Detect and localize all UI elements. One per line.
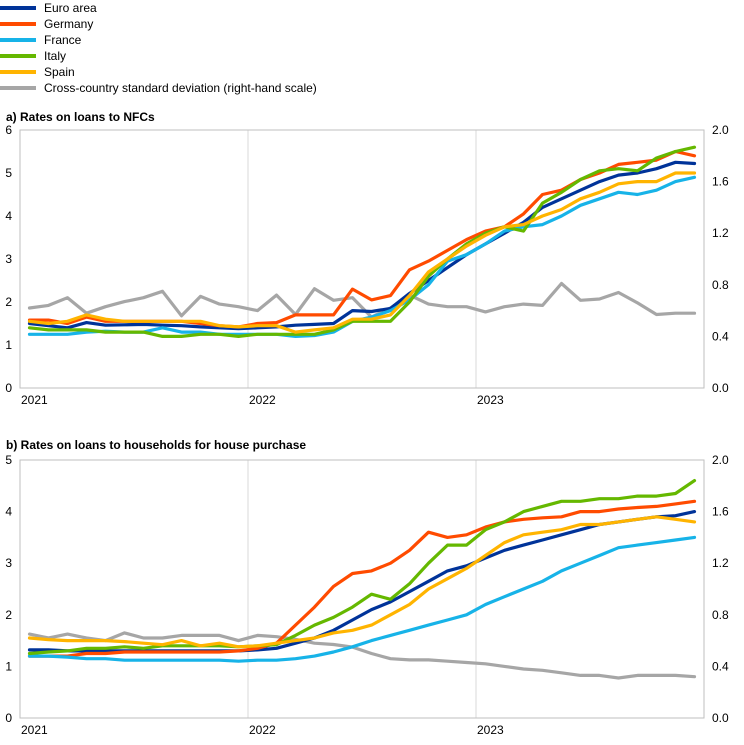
series-line [27, 171, 697, 334]
legend-swatch [0, 86, 36, 90]
y-tick-label: 0 [5, 381, 12, 395]
chart-b: 2021 2022 2023 0 1 2 3 4 5 0.0 0.4 0.8 1.2 1.6 2.0 [5, 453, 729, 737]
y2-tick-label: 0.4 [712, 329, 729, 343]
series-line [27, 479, 697, 656]
y-tick-label: 1 [5, 338, 12, 352]
legend-swatch [0, 70, 36, 74]
y-tick-label: 2 [5, 295, 12, 309]
panel-a-title: a) Rates on loans to NFCs [6, 110, 155, 124]
y2-tick-label: 0.0 [712, 711, 729, 725]
legend-swatch [0, 6, 36, 10]
legend-swatch [0, 38, 36, 42]
x-tick-label: 2023 [477, 393, 504, 407]
series-line [27, 515, 697, 649]
legend-label: Euro area [44, 1, 97, 15]
plot-frame [19, 129, 705, 389]
legend-swatch [0, 22, 36, 26]
y-tick-label: 4 [5, 209, 12, 223]
y2-tick-label: 0.4 [712, 659, 729, 673]
y-tick-label: 2 [5, 608, 12, 622]
y2-tick-label: 0.0 [712, 381, 729, 395]
y2-tick-label: 2.0 [712, 453, 729, 467]
plot-frame [19, 459, 705, 719]
series-line [27, 145, 697, 338]
x-tick-label: 2023 [477, 723, 504, 737]
y2-tick-label: 1.6 [712, 505, 729, 519]
y-tick-label: 4 [5, 505, 12, 519]
legend-label: Italy [44, 49, 67, 63]
y2-tick-label: 0.8 [712, 278, 729, 292]
legend-label: Germany [44, 17, 94, 31]
y2-tick-label: 2.0 [712, 123, 729, 137]
legend-label: France [44, 33, 82, 47]
y2-tick-label: 1.2 [712, 556, 729, 570]
x-tick-label: 2022 [249, 393, 276, 407]
series-line [27, 499, 697, 658]
y-tick-label: 5 [5, 166, 12, 180]
y2-tick-label: 1.2 [712, 226, 729, 240]
series-line [27, 281, 697, 319]
series-line [27, 535, 697, 663]
y-tick-label: 3 [5, 252, 12, 266]
y-tick-label: 1 [5, 659, 12, 673]
y-tick-label: 3 [5, 556, 12, 570]
legend-swatch [0, 54, 36, 58]
x-tick-label: 2021 [21, 723, 48, 737]
x-tick-label: 2022 [249, 723, 276, 737]
legend-label: Spain [44, 65, 75, 79]
y-tick-label: 5 [5, 453, 12, 467]
series-line [27, 160, 697, 331]
y-tick-label: 0 [5, 711, 12, 725]
chart-a: 2021 2022 2023 0 1 2 3 4 5 6 0.0 0.4 0.8 1.2 1.6 2.0 [5, 123, 729, 407]
legend-label: Cross-country standard deviation (right-… [44, 81, 317, 95]
x-tick-label: 2021 [21, 393, 48, 407]
y2-tick-label: 1.6 [712, 175, 729, 189]
y-tick-label: 6 [5, 123, 12, 137]
y2-tick-label: 0.8 [712, 608, 729, 622]
series-line [27, 509, 697, 653]
series-line [27, 631, 697, 680]
panel-b-title: b) Rates on loans to households for hous… [6, 438, 307, 452]
